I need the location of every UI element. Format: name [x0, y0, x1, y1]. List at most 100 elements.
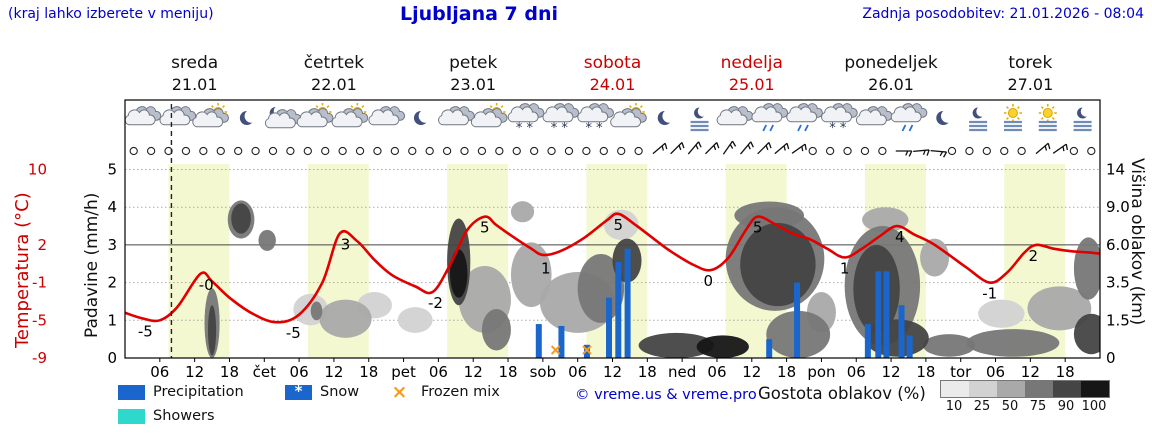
svg-text:* *: * * — [551, 121, 569, 136]
svg-text:0: 0 — [703, 272, 713, 290]
calm-wind-icon — [1069, 146, 1079, 156]
weather-icon-cloud — [855, 106, 893, 126]
svg-text:9.0: 9.0 — [1106, 198, 1130, 216]
wind-barb-icon — [687, 141, 702, 155]
day-date: 22.01 — [311, 75, 357, 94]
svg-text:-1: -1 — [32, 274, 47, 292]
weather-icon-snow-cloud: * * — [821, 103, 858, 136]
wind-barb-icon — [740, 141, 754, 155]
density-swatch-10 — [941, 381, 969, 397]
svg-text:3.5: 3.5 — [1106, 274, 1130, 292]
weather-icon-sun-cloud — [296, 103, 334, 128]
frozen-mix-markers — [550, 345, 592, 355]
showers-swatch-icon — [118, 408, 145, 424]
svg-text:-5: -5 — [286, 324, 301, 342]
calm-wind-icon — [547, 146, 556, 156]
density-tick-label: 90 — [1057, 399, 1075, 414]
calm-wind-icon — [408, 146, 417, 156]
wind-barb-icon — [774, 142, 790, 155]
calm-wind-icon — [303, 146, 312, 156]
svg-text:4: 4 — [107, 198, 117, 216]
legend-precipitation-label: Precipitation — [153, 384, 244, 400]
svg-text:18: 18 — [498, 363, 517, 381]
svg-text:12: 12 — [603, 363, 622, 381]
calm-wind-icon — [564, 146, 574, 156]
svg-text:-5: -5 — [32, 311, 47, 329]
svg-text:06: 06 — [290, 363, 309, 381]
legend-showers-label: Showers — [153, 408, 215, 424]
svg-text:18: 18 — [916, 363, 935, 381]
day-name: torek — [1008, 53, 1052, 73]
weather-icon-fog-moon — [969, 106, 988, 132]
svg-text:1: 1 — [107, 311, 117, 329]
svg-text:1: 1 — [541, 259, 551, 277]
svg-text:* *: * * — [829, 121, 847, 136]
svg-text:1: 1 — [840, 259, 850, 277]
calm-wind-icon — [338, 146, 347, 156]
svg-text:18: 18 — [777, 363, 796, 381]
temperature-value-labels: -5 -0 -5 3 -2 5 1 5 0 5 1 4 -1 2 — [138, 216, 1038, 342]
wind-barb-icon — [757, 142, 772, 155]
calm-wind-icon — [425, 146, 434, 156]
svg-text:sob: sob — [530, 363, 557, 381]
calm-wind-icon — [860, 146, 870, 156]
weather-icon-cloud — [716, 106, 754, 126]
precipitation-swatch-icon — [118, 384, 145, 400]
calm-wind-icon — [512, 146, 521, 156]
calm-wind-icon — [234, 146, 243, 156]
credit-link[interactable]: © vreme.us & vreme.pro — [575, 387, 757, 403]
precipitation-bars — [535, 248, 913, 358]
svg-text:18: 18 — [220, 363, 239, 381]
weather-icon-fog-sun — [1003, 104, 1022, 132]
calm-wind-icon — [965, 146, 974, 156]
svg-text:12: 12 — [882, 363, 901, 381]
svg-text:čet: čet — [253, 363, 276, 381]
svg-text:pon: pon — [807, 363, 835, 381]
density-tick-label: 50 — [1001, 399, 1019, 414]
svg-text:-9: -9 — [32, 349, 47, 367]
legend-item-precipitation: Precipitation — [118, 383, 244, 401]
day-date: 25.01 — [729, 75, 775, 94]
last-updated-text: Zadnja posodobitev: 21.01.2026 - 08:04 — [862, 6, 1144, 22]
calm-wind-icon — [460, 146, 469, 156]
wind-barb-icon — [652, 142, 668, 155]
svg-text:-1: -1 — [982, 285, 997, 303]
svg-text:06: 06 — [707, 363, 726, 381]
calm-wind-icon — [878, 146, 887, 156]
weather-icon-rain-cloud — [751, 103, 789, 132]
weather-icon-fog-moon — [690, 106, 709, 132]
density-swatch-75 — [1025, 381, 1053, 397]
svg-text:18: 18 — [359, 363, 378, 381]
wind-barb-icon — [1035, 142, 1051, 155]
weather-icon-rain-cloud — [890, 103, 928, 132]
weather-icon-sun-cloud — [470, 103, 508, 128]
day-date: 26.01 — [868, 75, 914, 94]
wind-barb-icon — [930, 150, 948, 158]
precip-axis-ticks: 5 4 3 2 1 0 — [107, 161, 117, 368]
day-date: 21.01 — [172, 75, 218, 94]
legend-item-frozen-mix: × Frozen mix — [386, 382, 500, 401]
weather-icon-fog-moon — [1073, 106, 1092, 132]
calm-wind-icon — [216, 146, 225, 156]
svg-text:2: 2 — [37, 236, 47, 254]
cloud-density-layer — [204, 200, 1100, 358]
calm-wind-icon — [442, 146, 452, 156]
svg-text:3: 3 — [341, 236, 351, 254]
wind-barb-icon — [791, 143, 807, 154]
calm-wind-icon — [617, 146, 626, 156]
menu-hint: (kraj lahko izberete v meniju) — [8, 6, 214, 22]
density-swatch-25 — [969, 381, 997, 397]
calm-wind-icon — [373, 146, 382, 156]
svg-text:06: 06 — [429, 363, 448, 381]
calm-wind-icon — [1087, 146, 1096, 156]
day-name: sreda — [171, 53, 218, 73]
svg-text:5: 5 — [753, 219, 763, 237]
weather-icon-moon-cloud — [264, 105, 302, 129]
svg-text:-0: -0 — [199, 276, 214, 294]
calm-wind-icon — [251, 146, 260, 156]
weather-icon-cloud — [124, 106, 162, 126]
svg-text:12: 12 — [1021, 363, 1040, 381]
calm-wind-icon — [146, 146, 156, 156]
calm-wind-icon — [477, 146, 487, 156]
